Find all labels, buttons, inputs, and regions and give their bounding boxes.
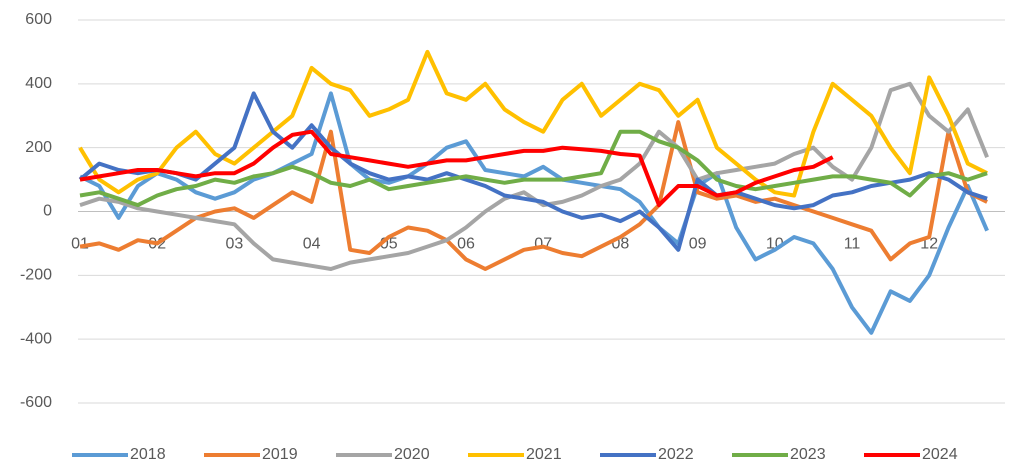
series-line [78,91,988,252]
legend-label: 2018 [130,446,166,463]
y-tick-label: -200 [20,267,52,284]
legend-label: 2020 [394,446,430,463]
legend-label: 2022 [658,446,694,463]
series-line [78,49,988,198]
legend-label: 2024 [922,446,958,463]
legend-label: 2019 [262,446,298,463]
series-line [79,129,834,208]
series-line [79,91,989,335]
y-tick-label: 0 [43,203,52,220]
y-tick-label: 400 [25,75,52,92]
legend-label: 2023 [790,446,826,463]
y-tick-label: 600 [25,11,52,28]
x-tick-label: 03 [226,236,244,253]
series-line [79,120,988,271]
y-tick-label: -600 [20,394,52,411]
y-tick-label: 200 [25,139,52,156]
x-tick-label: 09 [689,236,707,253]
x-tick-label: 01 [71,236,89,253]
legend-label: 2021 [526,446,562,463]
x-tick-label: 11 [844,236,861,253]
x-tick-label: 06 [457,236,475,253]
series-line [79,129,988,208]
y-tick-label: -400 [20,330,52,347]
x-tick-label: 04 [303,236,321,253]
